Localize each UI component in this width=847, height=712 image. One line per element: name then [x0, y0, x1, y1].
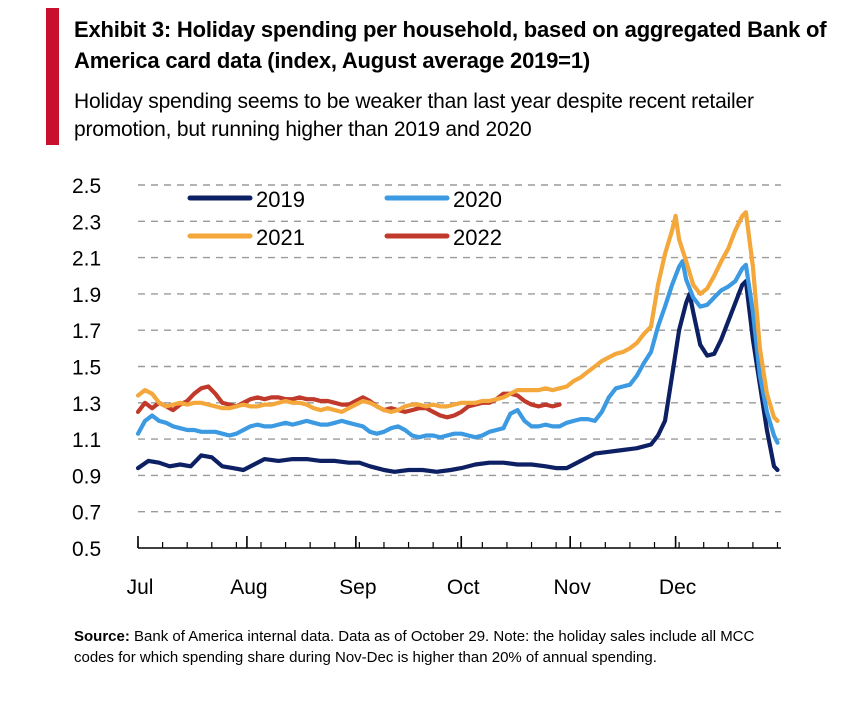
y-tick-label: 2.1 [72, 248, 101, 271]
x-tick-label: Dec [659, 576, 696, 599]
y-tick-label: 2.5 [72, 175, 101, 198]
legend-label-2022: 2022 [453, 225, 502, 250]
y-tick-label: 0.7 [72, 502, 101, 525]
x-tick-label: Jul [127, 576, 154, 599]
x-tick-label: Aug [230, 576, 267, 599]
x-tick-label: Nov [554, 576, 592, 599]
y-tick-label: 1.3 [72, 393, 101, 416]
y-tick-label: 1.1 [72, 429, 101, 452]
series-line-2021 [135, 210, 780, 423]
x-tick-label: Oct [447, 576, 480, 599]
legend-label-2021: 2021 [256, 225, 305, 250]
series-line-2019 [135, 279, 780, 474]
y-tick-label: 0.9 [72, 465, 101, 488]
y-tick-label: 2.3 [72, 211, 101, 234]
y-tick-label: 1.9 [72, 284, 101, 307]
accent-bar [46, 8, 59, 145]
legend-label-2019: 2019 [256, 187, 305, 212]
x-tick-label: Sep [339, 576, 376, 599]
chart-subtitle: Holiday spending seems to be weaker than… [74, 90, 754, 141]
y-tick-label: 1.5 [72, 357, 101, 380]
source-note: Source: Bank of America internal data. D… [74, 626, 774, 668]
y-tick-label: 1.7 [72, 320, 101, 343]
source-text: Bank of America internal data. Data as o… [74, 628, 755, 666]
series-line-2020 [135, 259, 780, 445]
line-chart: 0.5 0.7 0.9 1.1 1.3 1.5 1.7 1.9 2.1 2.3 2.5 Jul Aug S… [72, 175, 781, 599]
source-label: Source: [74, 628, 130, 645]
legend-label-2020: 2020 [453, 187, 502, 212]
chart-title: Exhibit 3: Holiday spending per househol… [74, 17, 827, 73]
y-tick-label: 0.5 [72, 538, 101, 561]
